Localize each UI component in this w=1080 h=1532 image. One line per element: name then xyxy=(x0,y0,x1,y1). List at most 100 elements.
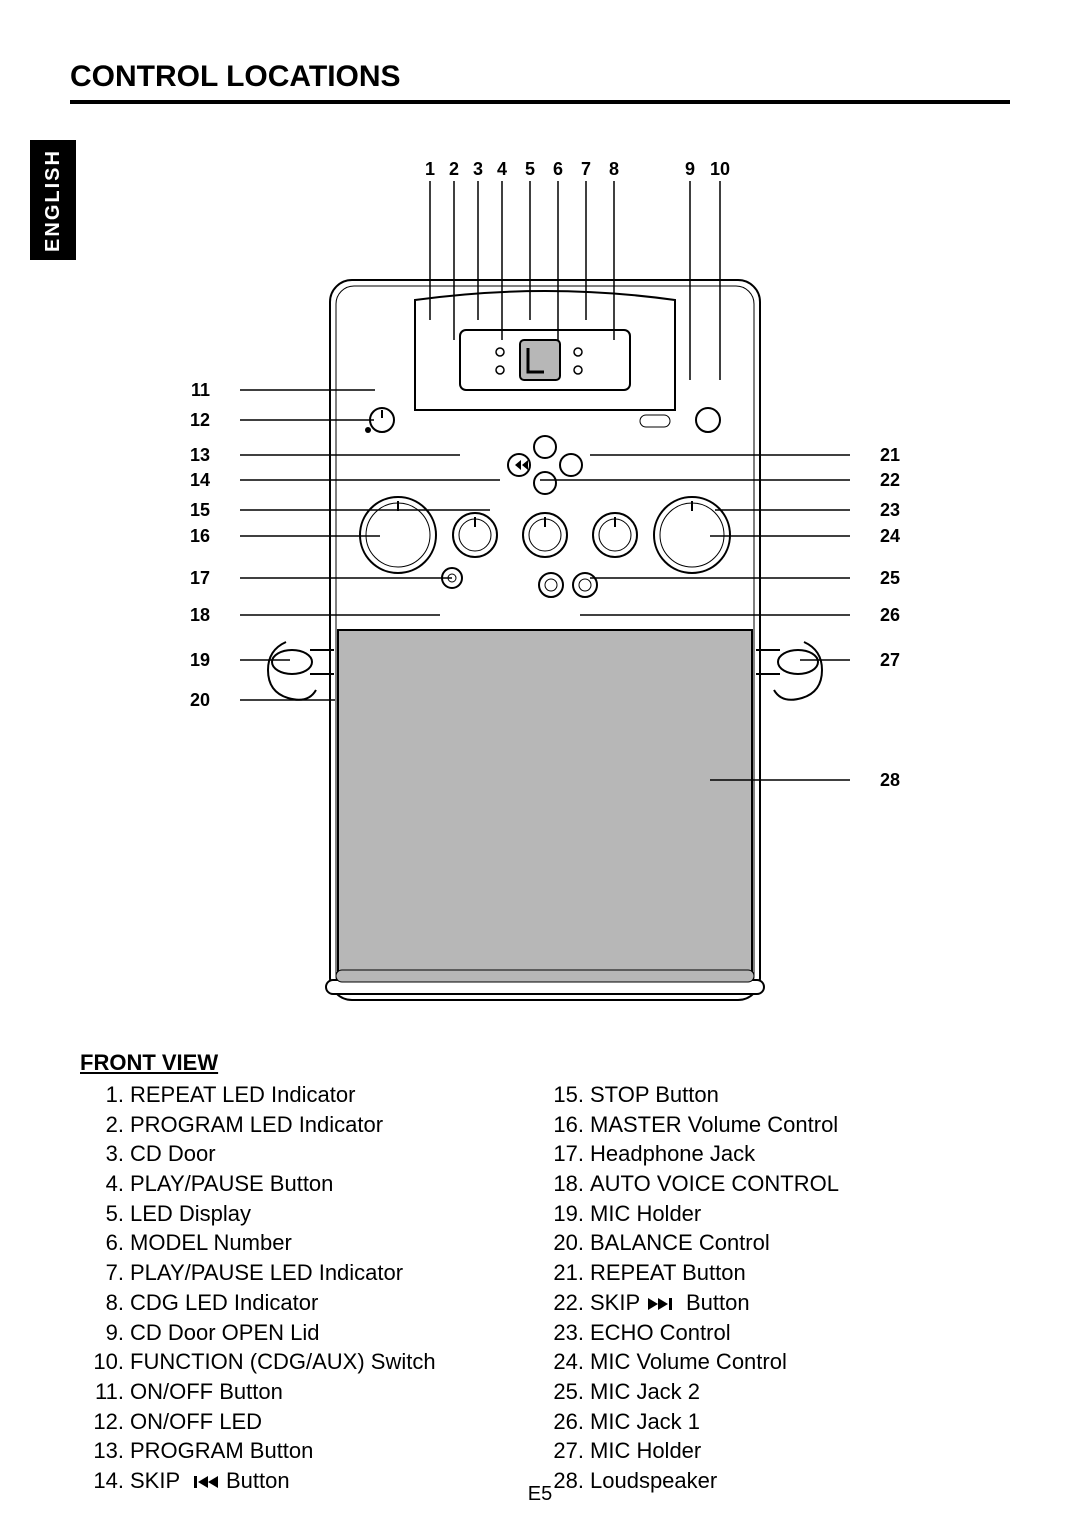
svg-text:27: 27 xyxy=(880,650,900,670)
legend-item-number: 2. xyxy=(80,1110,124,1140)
legend-item-label: ON/OFF LED xyxy=(130,1407,262,1437)
legend-item-label: PROGRAM Button xyxy=(130,1436,313,1466)
legend-item: 5.LED Display xyxy=(80,1199,540,1229)
svg-text:3: 3 xyxy=(473,159,483,179)
legend-item: 18.AUTO VOICE CONTROL xyxy=(540,1169,1000,1199)
language-tab-label: ENGLISH xyxy=(42,149,65,252)
legend-col-1: 1.REPEAT LED Indicator2.PROGRAM LED Indi… xyxy=(80,1080,540,1496)
legend-item: 12.ON/OFF LED xyxy=(80,1407,540,1437)
svg-text:26: 26 xyxy=(880,605,900,625)
legend-item: 21.REPEAT Button xyxy=(540,1258,1000,1288)
legend-item-number: 1. xyxy=(80,1080,124,1110)
legend-item-number: 13. xyxy=(80,1436,124,1466)
legend-item: 11.ON/OFF Button xyxy=(80,1377,540,1407)
legend-item: 9.CD Door OPEN Lid xyxy=(80,1318,540,1348)
legend-item-number: 18. xyxy=(540,1169,584,1199)
svg-text:22: 22 xyxy=(880,470,900,490)
legend-item-label: CDG LED Indicator xyxy=(130,1288,318,1318)
legend-item-label: REPEAT Button xyxy=(590,1258,746,1288)
legend-item-label: STOP Button xyxy=(590,1080,719,1110)
legend-item-number: 4. xyxy=(80,1169,124,1199)
legend-col-2: 15.STOP Button16.MASTER Volume Control17… xyxy=(540,1080,1000,1496)
legend-item-label: BALANCE Control xyxy=(590,1228,770,1258)
legend-item: 1.REPEAT LED Indicator xyxy=(80,1080,540,1110)
legend-item-number: 5. xyxy=(80,1199,124,1229)
legend-item-label: CD Door xyxy=(130,1139,216,1169)
legend-item-number: 26. xyxy=(540,1407,584,1437)
legend-item-label: CD Door OPEN Lid xyxy=(130,1318,320,1348)
svg-text:2: 2 xyxy=(449,159,459,179)
svg-text:12: 12 xyxy=(190,410,210,430)
legend-item-number: 12. xyxy=(80,1407,124,1437)
svg-text:21: 21 xyxy=(880,445,900,465)
legend-item: 10.FUNCTION (CDG/AUX) Switch xyxy=(80,1347,540,1377)
legend-item-label: LED Display xyxy=(130,1199,251,1229)
svg-text:25: 25 xyxy=(880,568,900,588)
svg-text:17: 17 xyxy=(190,568,210,588)
legend-item: 26.MIC Jack 1 xyxy=(540,1407,1000,1437)
svg-text:8: 8 xyxy=(609,159,619,179)
legend-item-number: 25. xyxy=(540,1377,584,1407)
svg-text:16: 16 xyxy=(190,526,210,546)
legend-item-number: 27. xyxy=(540,1436,584,1466)
legend-item: 27.MIC Holder xyxy=(540,1436,1000,1466)
legend-item-number: 8. xyxy=(80,1288,124,1318)
legend-item-label: PLAY/PAUSE Button xyxy=(130,1169,333,1199)
legend-item-label: MIC Jack 2 xyxy=(590,1377,700,1407)
legend-item-number: 3. xyxy=(80,1139,124,1169)
control-diagram: 1234567891011121314151617181920212223242… xyxy=(140,130,940,1030)
legend-item-label: PLAY/PAUSE LED Indicator xyxy=(130,1258,403,1288)
svg-text:14: 14 xyxy=(190,470,210,490)
page-title: CONTROL LOCATIONS xyxy=(70,60,1010,104)
legend-item-label: MIC Jack 1 xyxy=(590,1407,700,1437)
legend-item-number: 23. xyxy=(540,1318,584,1348)
legend-item: 17.Headphone Jack xyxy=(540,1139,1000,1169)
section-heading: FRONT VIEW xyxy=(80,1050,1010,1076)
svg-text:15: 15 xyxy=(190,500,210,520)
legend-item-number: 20. xyxy=(540,1228,584,1258)
legend-item-label: FUNCTION (CDG/AUX) Switch xyxy=(130,1347,436,1377)
svg-text:4: 4 xyxy=(497,159,507,179)
legend: 1.REPEAT LED Indicator2.PROGRAM LED Indi… xyxy=(80,1080,1010,1496)
legend-item-label: SKIP Button xyxy=(590,1288,750,1318)
legend-item-number: 7. xyxy=(80,1258,124,1288)
legend-item: 4.PLAY/PAUSE Button xyxy=(80,1169,540,1199)
svg-text:13: 13 xyxy=(190,445,210,465)
legend-item: 3.CD Door xyxy=(80,1139,540,1169)
legend-item-label: Headphone Jack xyxy=(590,1139,755,1169)
legend-item-number: 10. xyxy=(80,1347,124,1377)
legend-item-label: ON/OFF Button xyxy=(130,1377,283,1407)
svg-text:6: 6 xyxy=(553,159,563,179)
svg-text:24: 24 xyxy=(880,526,900,546)
svg-text:20: 20 xyxy=(190,690,210,710)
legend-item-label: MASTER Volume Control xyxy=(590,1110,838,1140)
svg-text:11: 11 xyxy=(191,380,210,400)
legend-item: 19.MIC Holder xyxy=(540,1199,1000,1229)
legend-item: 23.ECHO Control xyxy=(540,1318,1000,1348)
legend-item-number: 24. xyxy=(540,1347,584,1377)
svg-text:1: 1 xyxy=(425,159,435,179)
svg-text:18: 18 xyxy=(190,605,210,625)
legend-item-label: REPEAT LED Indicator xyxy=(130,1080,355,1110)
legend-item: 8.CDG LED Indicator xyxy=(80,1288,540,1318)
legend-item-label: MIC Holder xyxy=(590,1436,701,1466)
legend-item-number: 9. xyxy=(80,1318,124,1348)
legend-item-label: MIC Volume Control xyxy=(590,1347,787,1377)
skip-next-icon xyxy=(646,1296,680,1312)
legend-item-label: AUTO VOICE CONTROL xyxy=(590,1169,839,1199)
legend-item: 6.MODEL Number xyxy=(80,1228,540,1258)
manual-page: CONTROL LOCATIONS ENGLISH 12345678910111… xyxy=(0,0,1080,1532)
legend-item: 15.STOP Button xyxy=(540,1080,1000,1110)
svg-text:9: 9 xyxy=(685,159,695,179)
legend-item: 22.SKIP Button xyxy=(540,1288,1000,1318)
legend-item-label: PROGRAM LED Indicator xyxy=(130,1110,383,1140)
page-number: E5 xyxy=(0,1483,1080,1506)
legend-item: 2.PROGRAM LED Indicator xyxy=(80,1110,540,1140)
svg-text:23: 23 xyxy=(880,500,900,520)
legend-item: 16.MASTER Volume Control xyxy=(540,1110,1000,1140)
svg-text:28: 28 xyxy=(880,770,900,790)
legend-item-number: 21. xyxy=(540,1258,584,1288)
legend-item-number: 16. xyxy=(540,1110,584,1140)
legend-item-number: 15. xyxy=(540,1080,584,1110)
legend-item-number: 19. xyxy=(540,1199,584,1229)
